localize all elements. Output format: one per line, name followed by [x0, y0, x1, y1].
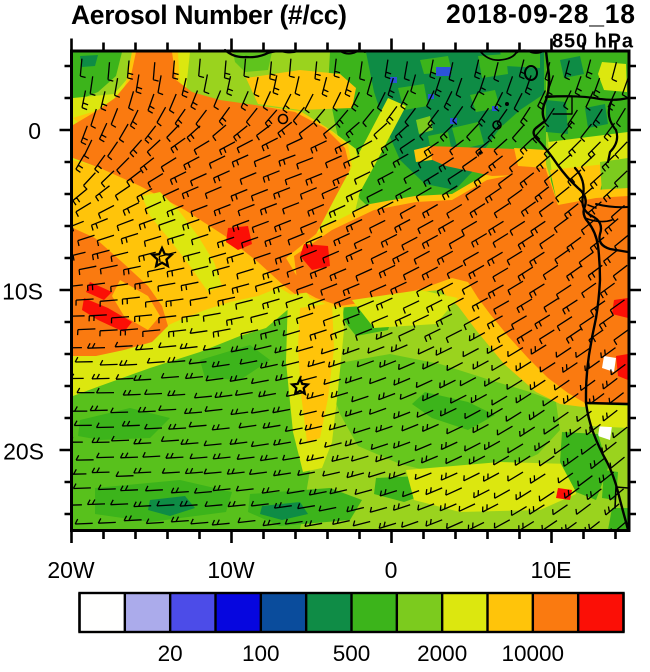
svg-text:0: 0	[385, 557, 398, 583]
svg-text:10W: 10W	[207, 557, 255, 583]
svg-text:10S: 10S	[2, 279, 43, 305]
svg-text:20S: 20S	[3, 439, 44, 465]
svg-text:2018-09-28_18: 2018-09-28_18	[446, 0, 635, 29]
svg-text:2000: 2000	[417, 641, 467, 666]
svg-text:10000: 10000	[502, 641, 565, 666]
svg-text:10E: 10E	[531, 557, 572, 583]
svg-text:500: 500	[333, 641, 371, 666]
svg-text:850 hPa: 850 hPa	[552, 31, 634, 53]
svg-text:100: 100	[242, 641, 280, 666]
svg-text:20: 20	[158, 641, 183, 666]
svg-text:20W: 20W	[47, 557, 95, 583]
svg-text:0: 0	[28, 118, 41, 144]
svg-text:Aerosol Number (#/cc): Aerosol Number (#/cc)	[71, 0, 347, 30]
